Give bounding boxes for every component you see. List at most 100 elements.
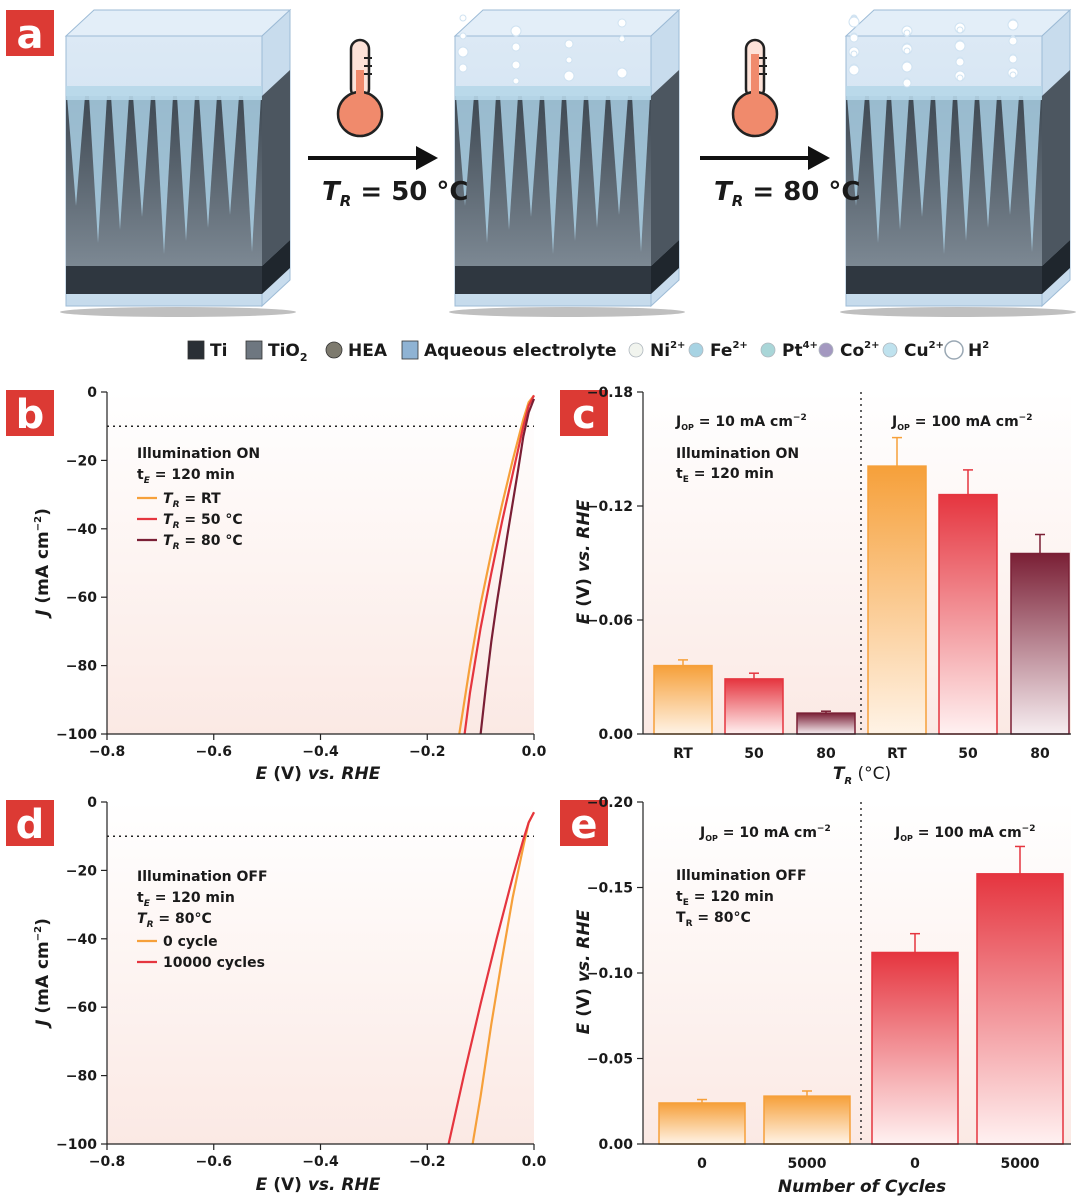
y-tick-label: −80 [66, 1069, 97, 1085]
y-tick-label: −0.10 [587, 966, 634, 982]
panel-b-anno-2: tE = 120 min [137, 467, 235, 486]
box-shadow [60, 307, 296, 317]
y-tick-label: −0.15 [587, 881, 633, 897]
bar-0 [653, 664, 713, 735]
y-tick-label: −20 [66, 453, 97, 469]
h2-bubble [565, 56, 573, 64]
h2-bubble [848, 16, 860, 28]
box-shadow [449, 307, 685, 317]
electrode-box-2 [449, 8, 685, 317]
nanotube [177, 96, 195, 241]
tio2-side [262, 70, 290, 266]
panel-e-anno-1: Illumination OFF [676, 868, 807, 884]
ti-substrate [66, 266, 262, 294]
tio2-cube-icon [245, 340, 263, 360]
y-tick-label: 0.00 [598, 727, 633, 743]
nanotube [155, 96, 173, 254]
y-tick-label: −0.06 [587, 613, 633, 629]
y-tick-label: −100 [56, 727, 97, 743]
h2-bubble [1007, 19, 1019, 31]
panel-c: c RT 50 80 RT 50 80 0.00 −0.06 −0.12 −0.18 JOP = … [560, 385, 1071, 787]
nanotube [89, 96, 107, 243]
nanotube [913, 96, 931, 217]
bar-3 [867, 465, 927, 735]
x-tick-label: −0.4 [302, 1154, 339, 1170]
h2-bubble [511, 60, 521, 70]
panel-b-letter: b [16, 392, 45, 438]
thermometer-icon-1 [336, 38, 384, 138]
hea-sphere-icon [325, 341, 343, 359]
y-tick-label: −100 [56, 1137, 97, 1153]
legend-label-8: Cu2+ [904, 340, 944, 361]
plot-c: RT 50 80 RT 50 80 0.00 −0.06 −0.12 −0.18 [587, 385, 1071, 762]
x-tick-label-5: 80 [1030, 746, 1050, 762]
panel-d-anno-3: TR = 80°C [137, 911, 212, 930]
y-tick-label: −0.20 [587, 795, 634, 811]
y-tick-label: −0.12 [587, 499, 633, 515]
x-tick-label-2: 0 [910, 1156, 920, 1172]
x-tick-label: 0.0 [522, 744, 547, 760]
x-tick-label-2: 80 [816, 746, 836, 762]
h2-bubble [459, 32, 467, 40]
y-tick-label: −60 [66, 1000, 97, 1016]
legend-label-0: TR = RT [163, 491, 221, 510]
nanotube [478, 96, 496, 243]
h2-bubble [903, 29, 911, 37]
panel-b-annotation: Illumination ON tE = 120 min [137, 446, 260, 486]
plot-area [107, 392, 534, 734]
series-line-1 [463, 394, 535, 735]
panel-d-anno-1: Illumination OFF [137, 869, 268, 885]
legend-label-9: H2 [968, 340, 989, 361]
y-tick-label: −60 [66, 590, 97, 606]
panel-e-ylabel: E (V) vs. RHE [574, 909, 594, 1034]
legend-item-9: H2 [944, 340, 989, 361]
x-tick-label: −0.6 [195, 1154, 232, 1170]
h2-bubble [956, 74, 964, 82]
panel-e-group-label-1: JOP = 10 mA cm−2 [699, 824, 831, 843]
legend-label-4: Ni2+ [650, 340, 685, 361]
ti-cube-icon [187, 340, 205, 360]
h2-bubble [903, 47, 911, 55]
nanotube [221, 96, 239, 215]
panel-c-letter-box [560, 390, 608, 436]
x-tick-label: −0.8 [89, 1154, 126, 1170]
electrolyte-cube-icon [401, 340, 419, 360]
pt-ion-icon [760, 342, 776, 358]
arrow-2-label: TR = 80 °C [714, 177, 861, 210]
series-line-1 [447, 811, 535, 1145]
x-tick-label: −0.2 [409, 744, 446, 760]
h2-bubble [1008, 54, 1018, 64]
hea-top-layer [846, 86, 1042, 100]
plot-b: −0.8 −0.6 −0.4 −0.2 0.0 0 −20 −40 −60 −80 −100 TR =… [56, 385, 547, 760]
nanotube [891, 96, 909, 230]
h2-bubble [1009, 71, 1017, 79]
bar-2 [796, 712, 856, 735]
y-tick-label: 0.00 [598, 1137, 633, 1153]
x-tick-label-0: RT [673, 746, 693, 762]
h2-bubble [616, 67, 628, 79]
x-tick-label: −0.8 [89, 744, 126, 760]
panel-c-anno-2: tE = 120 min [676, 466, 774, 485]
panel-d-ylabel: J (mA cm−2) [33, 918, 53, 1029]
ti-substrate-side [1042, 240, 1070, 294]
hea-top-layer [455, 86, 651, 100]
arrow-2-head [808, 146, 830, 170]
material-legend: Ti TiO2 HEA Aqueous electrolyte Ni2+ Fe2+ Pt4+… [187, 340, 989, 364]
h2-bubble [1008, 36, 1018, 46]
panel-e-xlabel: Number of Cycles [778, 1177, 946, 1197]
legend-label-1: TR = 50 °C [163, 512, 243, 531]
y-tick-label: 0 [87, 385, 97, 401]
series-line-0 [458, 394, 535, 735]
x-tick-label: −0.2 [409, 1154, 446, 1170]
h2-bubble [849, 33, 859, 43]
y-tick-label: 0 [87, 795, 97, 811]
hea-top-layer [66, 86, 262, 100]
electrode-box-3 [840, 8, 1076, 317]
x-tick-label-3: 5000 [1001, 1156, 1040, 1172]
legend-label-1: TiO2 [268, 341, 308, 364]
bar-5 [1010, 552, 1070, 735]
bar-2 [871, 951, 959, 1145]
x-tick-label-1: 5000 [788, 1156, 827, 1172]
ti-substrate-side [262, 240, 290, 294]
nanotube [632, 96, 650, 252]
